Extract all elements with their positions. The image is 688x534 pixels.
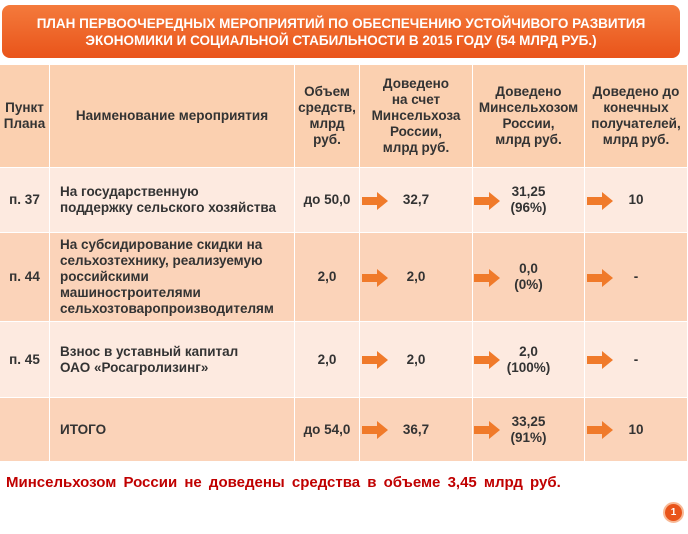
table-cell: до 54,0 — [295, 398, 360, 462]
arrow — [587, 268, 613, 287]
header-cell: Пункт Плана — [0, 65, 50, 168]
table-cell: 2,0 — [295, 322, 360, 398]
table-cell: ИТОГО — [50, 398, 295, 462]
header-cell: Доведено на счет Минсельхоза России, млр… — [360, 65, 473, 168]
arrow — [362, 351, 388, 369]
arrow — [362, 421, 388, 439]
table-cell: до 50,0 — [295, 168, 360, 233]
arrow-shape — [474, 421, 500, 439]
arrow — [474, 351, 500, 369]
title-banner: ПЛАН ПЕРВООЧЕРЕДНЫХ МЕРОПРИЯТИЙ ПО ОБЕСП… — [2, 5, 680, 58]
arrow-shape — [362, 351, 388, 369]
header-cell: Наименование мероприятия — [50, 65, 295, 168]
header-cell: Объем средств, млрд руб. — [295, 65, 360, 168]
arrow — [362, 191, 388, 210]
arrow-shape — [474, 191, 500, 210]
arrow — [587, 421, 613, 439]
table-cell — [0, 398, 50, 462]
header-cell: Доведено до конечных получателей, млрд р… — [585, 65, 688, 168]
arrow-shape — [587, 268, 613, 287]
arrow — [474, 191, 500, 210]
arrow-shape — [474, 268, 500, 287]
arrow-shape — [587, 191, 613, 210]
table-cell: На государственную поддержку сельского х… — [50, 168, 295, 233]
arrow-shape — [587, 421, 613, 439]
arrow-shape — [362, 191, 388, 210]
arrow — [587, 191, 613, 210]
header-cell: Доведено Минсельхозом России, млрд руб. — [473, 65, 585, 168]
page-number: 1 — [663, 502, 684, 523]
arrow — [587, 351, 613, 369]
arrow — [474, 268, 500, 287]
table-cell: п. 45 — [0, 322, 50, 398]
table-cell: Взнос в уставный капитал ОАО «Росагролиз… — [50, 322, 295, 398]
arrow-shape — [587, 351, 613, 369]
arrow — [474, 421, 500, 439]
table-cell: На субсидирование скидки на сельхозтехни… — [50, 233, 295, 322]
table-cell: п. 37 — [0, 168, 50, 233]
arrow-shape — [474, 351, 500, 369]
table-cell: 2,0 (100%) — [473, 322, 585, 398]
arrow-shape — [362, 421, 388, 439]
arrow-shape — [362, 268, 388, 287]
table-cell: п. 44 — [0, 233, 50, 322]
table-cell: 2,0 — [295, 233, 360, 322]
arrow — [362, 268, 388, 287]
footnote: Минсельхозом России не доведены средства… — [6, 474, 561, 491]
